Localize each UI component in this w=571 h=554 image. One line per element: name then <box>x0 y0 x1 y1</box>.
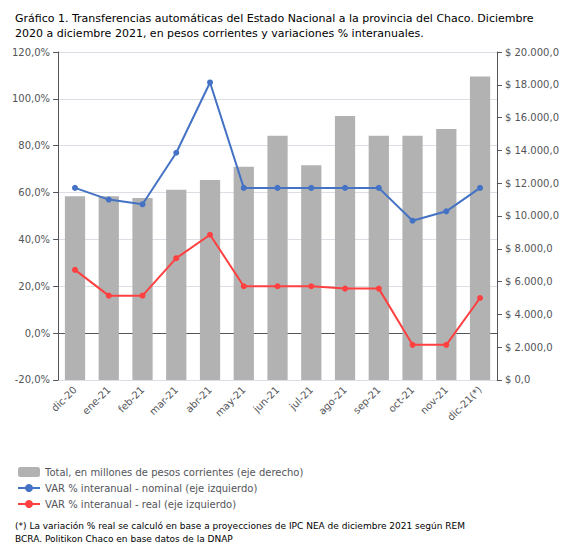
svg-text:feb-21: feb-21 <box>116 384 147 415</box>
svg-text:BCRA. Politikon Chaco en base: BCRA. Politikon Chaco en base datos de l… <box>15 534 233 544</box>
svg-text:$ 10.000,0: $ 10.000,0 <box>505 210 559 221</box>
svg-text:40,0%: 40,0% <box>18 234 50 245</box>
svg-text:(*) La variación % real se cal: (*) La variación % real se calculó en ba… <box>15 521 468 531</box>
svg-text:may-21: may-21 <box>213 384 248 419</box>
svg-text:oct-21: oct-21 <box>386 384 416 414</box>
svg-text:$ 18.000,0: $ 18.000,0 <box>505 79 559 90</box>
svg-text:60,0%: 60,0% <box>18 187 50 198</box>
svg-text:$ 8.000,0: $ 8.000,0 <box>505 243 553 254</box>
svg-text:$ 14.000,0: $ 14.000,0 <box>505 145 559 156</box>
svg-text:0,0%: 0,0% <box>25 328 50 339</box>
svg-text:$ 20.000,0: $ 20.000,0 <box>505 47 559 58</box>
svg-text:VAR % interanual - nominal (ej: VAR % interanual - nominal (eje izquierd… <box>45 483 257 494</box>
svg-text:ago-21: ago-21 <box>316 384 349 417</box>
svg-text:VAR % interanual - real (eje i: VAR % interanual - real (eje izquierdo) <box>45 499 236 510</box>
svg-text:jun-21: jun-21 <box>250 384 281 415</box>
svg-text:dic-20: dic-20 <box>49 384 79 414</box>
svg-text:Total, en millones de pesos co: Total, en millones de pesos corrientes (… <box>44 467 303 478</box>
svg-text:$ 6.000,0: $ 6.000,0 <box>505 276 553 287</box>
svg-text:-20,0%: -20,0% <box>15 374 50 385</box>
svg-text:abr-21: abr-21 <box>183 384 214 415</box>
svg-text:$ 12.000,0: $ 12.000,0 <box>505 178 559 189</box>
svg-text:$ 2.000,0: $ 2.000,0 <box>505 342 553 353</box>
svg-text:100,0%: 100,0% <box>12 93 50 104</box>
svg-text:80,0%: 80,0% <box>18 140 50 151</box>
svg-text:Gráfico 1. Transferencias auto: Gráfico 1. Transferencias automáticas de… <box>15 12 537 25</box>
svg-text:ene-21: ene-21 <box>80 384 112 416</box>
svg-text:$ 16.000,0: $ 16.000,0 <box>505 112 559 123</box>
svg-text:dic-21(*): dic-21(*) <box>445 384 484 423</box>
svg-text:$ 4.000,0: $ 4.000,0 <box>505 309 553 320</box>
svg-text:mar-21: mar-21 <box>147 384 180 417</box>
svg-text:jul-21: jul-21 <box>287 384 315 412</box>
svg-text:nov-21: nov-21 <box>418 384 450 416</box>
svg-text:sep-21: sep-21 <box>351 384 383 416</box>
svg-text:120,0%: 120,0% <box>12 47 50 58</box>
svg-text:2020 a diciembre 2021, en peso: 2020 a diciembre 2021, en pesos corrient… <box>15 27 424 40</box>
svg-text:20,0%: 20,0% <box>18 281 50 292</box>
svg-text:$ 0,0: $ 0,0 <box>505 374 530 385</box>
